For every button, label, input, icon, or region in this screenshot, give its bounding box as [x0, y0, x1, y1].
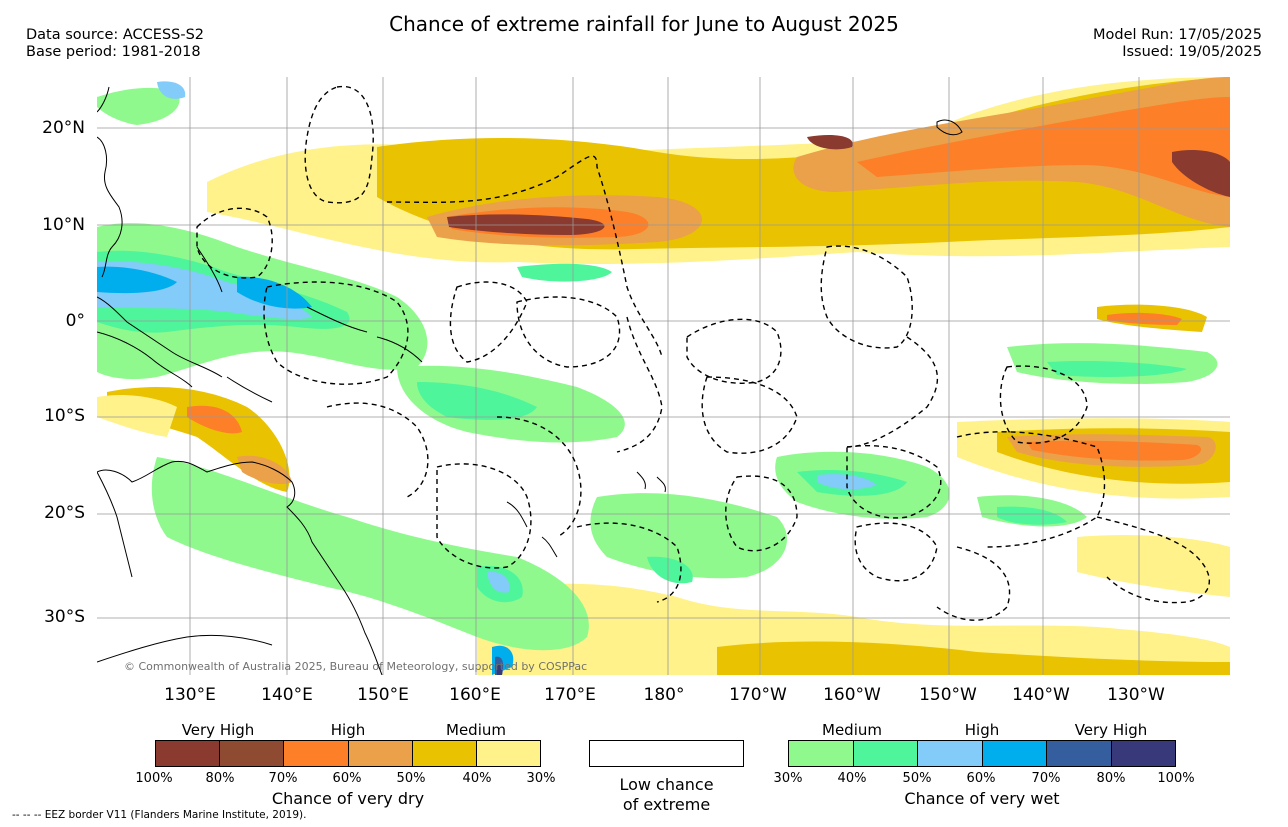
dry-swatch-5 — [412, 741, 477, 766]
lon-label-180: 180° — [643, 685, 685, 705]
rainfall-map — [97, 77, 1230, 675]
wet-tick-70: 70% — [1031, 771, 1061, 786]
model-run-label: Model Run: 17/05/2025 — [1092, 27, 1262, 43]
dry-tick-70: 70% — [268, 771, 298, 786]
wet-tick-60: 60% — [966, 771, 996, 786]
wet-header-medium: Medium — [822, 721, 882, 739]
dry-tick-50: 50% — [396, 771, 426, 786]
eez-borders — [196, 85, 1210, 621]
base-period-label: Base period: 1981-2018 — [26, 44, 201, 60]
wet-tick-50: 50% — [902, 771, 932, 786]
lon-label-170e: 170°E — [544, 685, 596, 705]
map-canvas — [97, 77, 1230, 675]
dry-tick-100: 100% — [135, 771, 173, 786]
graticule — [97, 77, 1230, 675]
lat-label-30s: 30°S — [44, 607, 85, 627]
dry-caption: Chance of very dry — [271, 789, 425, 808]
lat-label-20n: 20°N — [42, 118, 85, 138]
page-title: Chance of extreme rainfall for June to A… — [389, 12, 899, 36]
dry-tick-80: 80% — [205, 771, 235, 786]
wet-swatch-1 — [789, 741, 854, 766]
wet-caption: Chance of very wet — [904, 789, 1060, 808]
wet-tick-80: 80% — [1096, 771, 1126, 786]
dry-tick-30: 30% — [526, 771, 556, 786]
lon-label-150w: 150°W — [919, 685, 977, 705]
issued-label: Issued: 19/05/2025 — [1122, 44, 1262, 60]
wet-fields — [97, 81, 1218, 675]
coastlines — [97, 86, 963, 675]
lon-label-160e: 160°E — [449, 685, 501, 705]
header-left-info: Data source: ACCESS-S2 Base period: 1981… — [26, 27, 204, 61]
lon-label-150e: 150°E — [357, 685, 409, 705]
wet-colorbar — [788, 740, 1176, 767]
dry-header-medium: Medium — [446, 721, 506, 739]
lon-label-130w: 130°W — [1107, 685, 1165, 705]
dry-swatch-6 — [476, 741, 541, 766]
dry-colorbar — [155, 740, 541, 767]
dry-tick-40: 40% — [462, 771, 492, 786]
copyright-notice: © Commonwealth of Australia 2025, Bureau… — [124, 660, 588, 673]
low-chance-caption-2: of extreme — [622, 795, 711, 814]
wet-swatch-5 — [1047, 741, 1112, 766]
wet-tick-40: 40% — [837, 771, 867, 786]
dry-tick-60: 60% — [332, 771, 362, 786]
dry-header-very-high: Very High — [181, 721, 255, 739]
lon-label-140w: 140°W — [1012, 685, 1070, 705]
wet-swatch-3 — [918, 741, 983, 766]
wet-tick-100: 100% — [1157, 771, 1195, 786]
lon-label-140e: 140°E — [261, 685, 313, 705]
lon-label-160w: 160°W — [823, 685, 881, 705]
lat-label-20s: 20°S — [44, 503, 85, 523]
dry-swatch-4 — [348, 741, 413, 766]
dry-swatch-3 — [284, 741, 349, 766]
low-chance-swatch — [589, 740, 744, 767]
wet-swatch-6 — [1111, 741, 1175, 766]
wet-header-high: High — [964, 721, 1000, 739]
low-chance-caption-1: Low chance — [619, 775, 714, 794]
wet-swatch-4 — [982, 741, 1047, 766]
wet-swatch-2 — [853, 741, 918, 766]
eez-footnote: -- -- -- EEZ border V11 (Flanders Marine… — [12, 809, 307, 821]
wet-tick-30: 30% — [773, 771, 803, 786]
lon-label-170w: 170°W — [729, 685, 787, 705]
data-source-label: Data source: ACCESS-S2 — [26, 27, 205, 43]
lat-label-10s: 10°S — [44, 406, 85, 426]
lat-label-10n: 10°N — [42, 215, 85, 235]
lon-label-130e: 130°E — [164, 685, 216, 705]
dry-swatch-1 — [156, 741, 221, 766]
wet-header-very-high: Very High — [1074, 721, 1148, 739]
header-right-info: Model Run: 17/05/2025 Issued: 19/05/2025 — [1093, 27, 1262, 61]
dry-swatch-2 — [220, 741, 285, 766]
lat-label-0: 0° — [65, 311, 85, 331]
dry-header-high: High — [330, 721, 366, 739]
